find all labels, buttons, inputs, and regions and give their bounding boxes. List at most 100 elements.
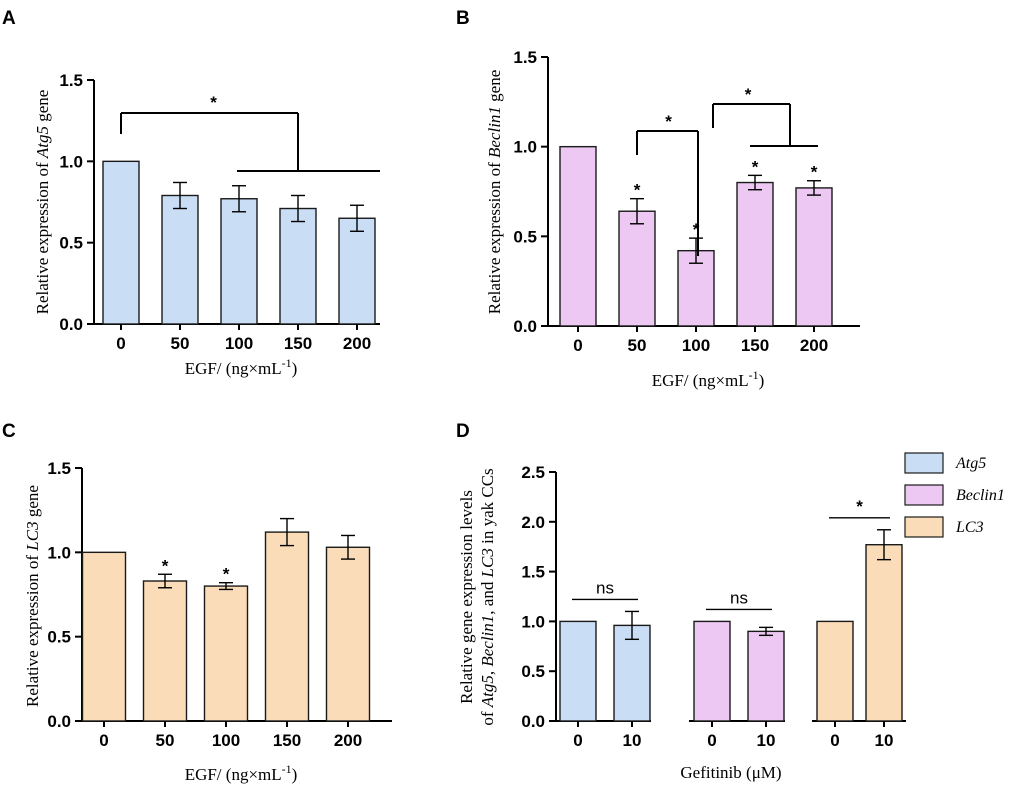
d-x-tick-label: 10: [757, 731, 776, 750]
d-y-tick-label: 0.5: [521, 662, 545, 681]
c-x-label-text: ): [292, 765, 298, 784]
d-y-axis-label-line1: Relative gene expression levels: [457, 490, 476, 704]
c-significance-star: *: [162, 556, 169, 575]
c-y-axis-label: Relative expression of LC3 gene: [23, 485, 42, 707]
c-x-tick-label: 100: [212, 731, 240, 750]
d-legend-label: LC3: [955, 519, 984, 536]
d-legend-swatch: [904, 484, 944, 506]
c-bar: [142, 580, 188, 722]
d-y-label-part: Beclin1: [478, 615, 497, 667]
b-y-tick-label: 0.0: [513, 317, 537, 336]
b-y-label-gene: Beclin1: [485, 106, 504, 158]
b-bar: [795, 187, 833, 327]
b-x-tick-label: 200: [800, 336, 828, 355]
b-y-tick-label: 1.5: [513, 48, 537, 67]
a-x-label-text: ): [292, 359, 298, 378]
b-significance-star: *: [752, 157, 759, 176]
a-x-tick-label: 50: [171, 334, 190, 353]
d-bar-beclin1: [747, 630, 785, 722]
c-y-tick-label: 1.0: [47, 543, 71, 562]
c-y-label-gene: LC3: [23, 521, 42, 551]
c-bar: [325, 546, 371, 722]
b-x-label-text: ): [759, 371, 765, 390]
c-y-tick-label: 1.5: [47, 459, 71, 478]
a-x-label-text: EGF/ (ng×mL: [185, 359, 282, 378]
b-y-label-text: gene: [485, 70, 504, 106]
d-y-tick-label: 0.0: [521, 712, 545, 731]
b-y-label-text: Relative expression of: [485, 158, 504, 314]
c-significance-star: *: [223, 565, 230, 584]
b-y-tick-label: 0.5: [513, 227, 537, 246]
d-significance-star: *: [856, 497, 863, 516]
a-bar: [161, 194, 199, 325]
a-x-tick-label: 200: [343, 334, 371, 353]
a-y-tick-label: 1.5: [59, 71, 83, 90]
c-x-axis-label: EGF/ (ng×mL-1): [185, 762, 298, 784]
b-y-tick-label: 1.0: [513, 138, 537, 157]
c-bar: [81, 551, 127, 722]
b-significance-star: *: [693, 220, 700, 239]
a-y-tick-label: 1.0: [59, 152, 83, 171]
c-x-tick-label: 50: [156, 731, 175, 750]
d-legend-label: Beclin1: [956, 487, 1005, 504]
d-x-tick-label: 10: [875, 731, 894, 750]
d-y-label-part: LC3: [478, 548, 497, 578]
panel-label-d: D: [456, 421, 470, 442]
d-x-tick-label: 0: [707, 731, 716, 750]
a-y-tick-label: 0.0: [59, 315, 83, 334]
a-y-tick-label: 0.5: [59, 234, 83, 253]
c-y-tick-label: 0.0: [47, 712, 71, 731]
a-y-label-gene: Atg5: [33, 126, 52, 159]
d-bar-atg5: [613, 624, 651, 722]
a-bar: [220, 198, 258, 325]
b-comparison-star: *: [745, 85, 752, 104]
c-x-label-sup: -1: [282, 762, 292, 776]
b-x-axis-label: EGF/ (ng×mL-1): [652, 368, 765, 390]
d-bar-atg5: [559, 620, 597, 722]
b-bar: [559, 145, 597, 327]
a-bar: [279, 207, 317, 325]
d-ns-label: ns: [596, 578, 614, 597]
d-bar-lc3: [816, 620, 854, 722]
d-y-label-part: , and: [478, 577, 497, 614]
d-y-label-part: of: [478, 707, 497, 725]
b-significance-star: *: [634, 181, 641, 200]
d-y-tick-label: 1.0: [521, 612, 545, 631]
d-bar-beclin1: [693, 620, 731, 722]
c-x-label-text: EGF/ (ng×mL: [185, 765, 282, 784]
c-bar: [264, 531, 310, 722]
c-x-tick-label: 0: [99, 731, 108, 750]
a-bar: [338, 217, 376, 325]
b-y-axis-label: Relative expression of Beclin1 gene: [485, 70, 504, 315]
c-x-tick-label: 200: [334, 731, 362, 750]
a-x-label-sup: -1: [282, 356, 292, 370]
d-x-tick-label: 0: [573, 731, 582, 750]
d-y-axis-label-line2: of Atg5, Beclin1, and LC3 in yak CCs: [478, 468, 497, 725]
a-comparison-star: *: [210, 93, 217, 112]
d-legend-label: Atg5: [955, 455, 986, 472]
d-x-tick-label: 10: [623, 731, 642, 750]
c-x-tick-label: 150: [273, 731, 301, 750]
d-x-tick-label: 0: [830, 731, 839, 750]
b-bar: [736, 181, 774, 327]
a-bar: [102, 160, 140, 325]
d-y-tick-label: 2.0: [521, 513, 545, 532]
a-x-axis-label: EGF/ (ng×mL-1): [185, 356, 298, 378]
a-x-tick-label: 0: [116, 334, 125, 353]
d-y-label-part: ,: [478, 667, 497, 676]
c-y-label-text: Relative expression of: [23, 551, 42, 707]
panel-label-a: A: [2, 8, 16, 29]
d-y-tick-label: 1.5: [521, 563, 545, 582]
b-x-tick-label: 50: [628, 336, 647, 355]
d-bar-lc3: [865, 544, 903, 722]
a-y-axis-label: Relative expression of Atg5 gene: [33, 90, 52, 315]
b-x-tick-label: 100: [682, 336, 710, 355]
a-x-tick-label: 100: [225, 334, 253, 353]
a-x-tick-label: 150: [284, 334, 312, 353]
panel-label-b: B: [456, 8, 470, 29]
a-y-label-text: gene: [33, 90, 52, 126]
d-legend-swatch: [904, 452, 944, 474]
d-legend-swatch: [904, 516, 944, 538]
d-y-label-part: in yak CCs: [478, 468, 497, 548]
